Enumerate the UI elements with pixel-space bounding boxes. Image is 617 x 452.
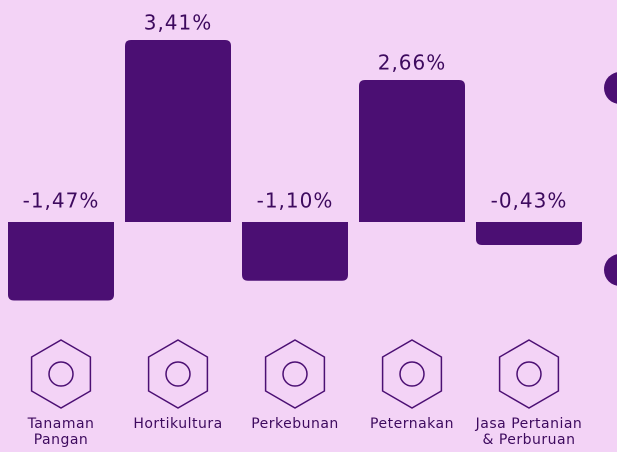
edge-icon xyxy=(604,72,617,104)
category-label: Hortikultura xyxy=(133,416,223,432)
value-label: 3,41% xyxy=(144,11,213,35)
bar xyxy=(242,222,348,281)
category-icon-detail xyxy=(399,361,425,387)
bar xyxy=(125,40,231,222)
value-label: 2,66% xyxy=(378,51,447,75)
bar xyxy=(8,222,114,301)
bar xyxy=(476,222,582,245)
value-label: -1,47% xyxy=(23,189,100,213)
category-label: Perkebunan xyxy=(251,416,339,432)
category-icon xyxy=(381,339,443,409)
category-label: Jasa Pertanian & Perburuan xyxy=(475,416,583,448)
bar xyxy=(359,80,465,222)
category-label: Peternakan xyxy=(370,416,454,432)
value-label: -0,43% xyxy=(491,189,568,213)
category-icon xyxy=(264,339,326,409)
category-icon xyxy=(30,339,92,409)
category-label: Tanaman Pangan xyxy=(27,416,95,448)
category-icon xyxy=(147,339,209,409)
category-icon-detail xyxy=(165,361,191,387)
value-label: -1,10% xyxy=(257,189,334,213)
edge-icon xyxy=(604,254,617,286)
category-icon-detail xyxy=(282,361,308,387)
category-icon-detail xyxy=(516,361,542,387)
category-icon-detail xyxy=(48,361,74,387)
category-icon xyxy=(498,339,560,409)
